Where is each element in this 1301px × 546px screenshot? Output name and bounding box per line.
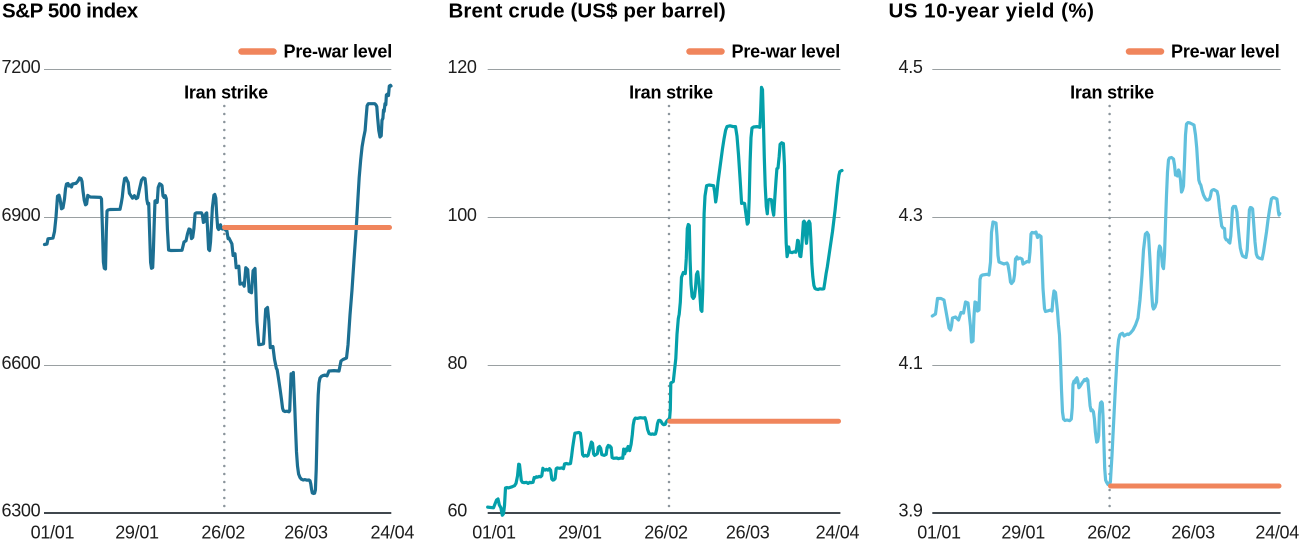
svg-text:01/01: 01/01 [472, 523, 516, 543]
svg-text:Iran strike: Iran strike [629, 83, 713, 103]
svg-text:4.3: 4.3 [899, 205, 923, 225]
svg-text:6600: 6600 [2, 353, 41, 373]
svg-text:S&P 500 index: S&P 500 index [2, 0, 139, 23]
svg-text:Brent crude (US$ per barrel): Brent crude (US$ per barrel) [449, 0, 726, 23]
svg-text:Pre-war level: Pre-war level [732, 41, 840, 61]
svg-text:24/04: 24/04 [371, 523, 415, 543]
svg-text:26/03: 26/03 [726, 523, 770, 543]
svg-text:Pre-war level: Pre-war level [284, 41, 392, 61]
svg-text:6900: 6900 [2, 205, 41, 225]
svg-text:4.5: 4.5 [899, 57, 923, 77]
svg-text:3.9: 3.9 [899, 501, 923, 521]
svg-text:29/01: 29/01 [115, 523, 159, 543]
svg-text:01/01: 01/01 [917, 523, 961, 543]
svg-text:24/04: 24/04 [816, 523, 860, 543]
svg-text:Iran strike: Iran strike [1070, 83, 1154, 103]
svg-text:60: 60 [448, 501, 468, 521]
svg-text:29/01: 29/01 [558, 523, 602, 543]
svg-text:4.1: 4.1 [899, 353, 923, 373]
svg-text:120: 120 [448, 57, 477, 77]
svg-text:26/03: 26/03 [1171, 523, 1215, 543]
svg-text:7200: 7200 [2, 57, 41, 77]
svg-text:01/01: 01/01 [31, 523, 75, 543]
svg-text:26/02: 26/02 [644, 523, 688, 543]
svg-text:Pre-war level: Pre-war level [1171, 41, 1279, 61]
svg-text:26/02: 26/02 [201, 523, 245, 543]
svg-text:26/02: 26/02 [1087, 523, 1131, 543]
svg-text:26/03: 26/03 [284, 523, 328, 543]
svg-text:100: 100 [448, 205, 477, 225]
svg-text:6300: 6300 [2, 501, 41, 521]
svg-text:Iran strike: Iran strike [184, 83, 268, 103]
svg-text:24/04: 24/04 [1255, 523, 1299, 543]
svg-text:29/01: 29/01 [1001, 523, 1045, 543]
svg-text:80: 80 [448, 353, 468, 373]
svg-text:US 10-year yield (%): US 10-year yield (%) [889, 0, 1095, 23]
